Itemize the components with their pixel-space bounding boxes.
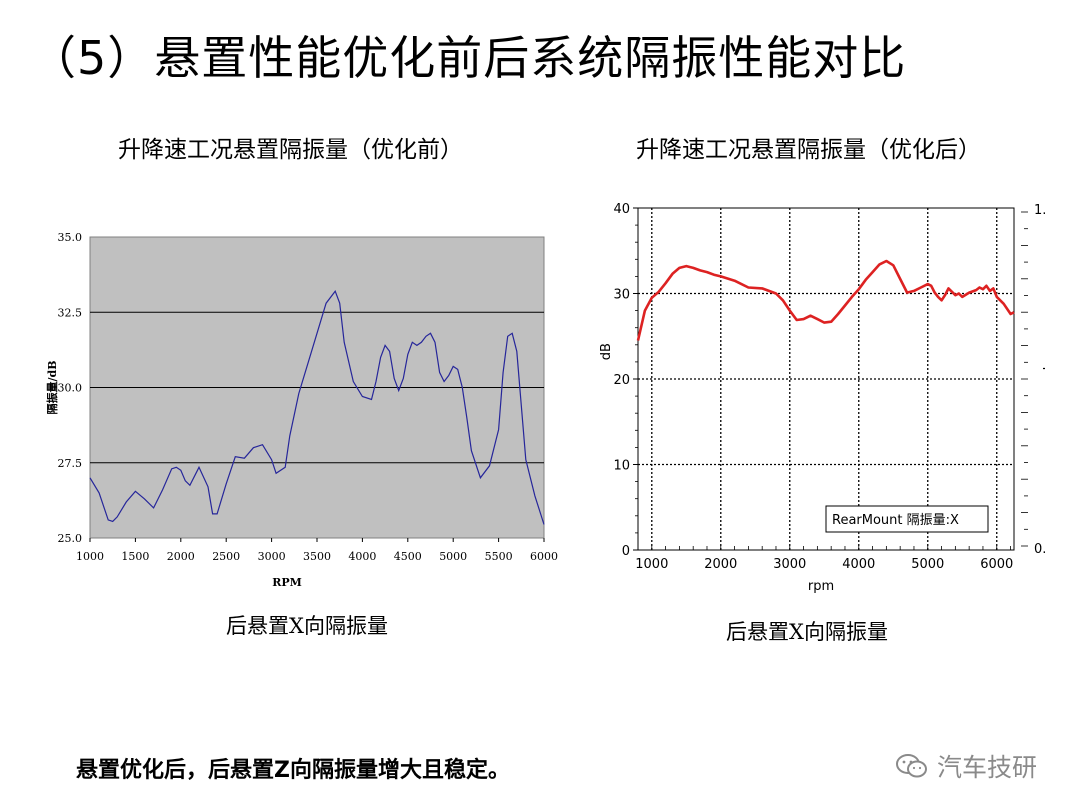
legend-label: RearMount 隔振量:X	[832, 513, 959, 528]
right-gridlines	[638, 208, 1014, 550]
x-tick-label: 5000	[439, 550, 467, 563]
left-chart-title: 升降速工况悬置隔振量（优化前）	[118, 137, 463, 163]
right-chart: 0 10 20 30 40 1000 2000 3000 4000 5000 6000 1.00 0…	[599, 202, 1045, 594]
y-tick-label: 0	[622, 544, 630, 559]
right-secondary-axis-title: amplitude	[1042, 346, 1045, 412]
y-tick-label: 27.5	[58, 457, 83, 470]
y-tick-label: 40	[613, 202, 630, 217]
x-tick-label: 3500	[303, 550, 331, 563]
left-chart-caption: 后悬置X向隔振量	[226, 614, 388, 638]
secondary-tick-label: 1.00	[1034, 203, 1045, 218]
y-tick-label: 25.0	[58, 532, 83, 545]
right-x-tick-labels: 1000 2000 3000 4000 5000 6000	[635, 546, 1013, 572]
right-chart-caption: 后悬置X向隔振量	[726, 620, 888, 644]
secondary-tick-label: 0.00	[1034, 542, 1045, 557]
right-legend: RearMount 隔振量:X	[825, 505, 989, 533]
left-x-axis-label: RPM	[272, 576, 302, 589]
x-tick-label: 3000	[773, 557, 806, 572]
watermark-text: 汽车技研	[937, 753, 1038, 782]
right-y-tick-labels: 0 10 20 30 40	[613, 202, 638, 559]
legend-box	[825, 505, 989, 533]
y-tick-label: 30	[613, 288, 630, 303]
y-tick-label: 35.0	[58, 231, 83, 244]
right-x-axis-label: rpm	[808, 579, 834, 594]
right-chart-title: 升降速工况悬置隔振量（优化后）	[636, 137, 981, 163]
wechat-icon	[896, 754, 927, 778]
x-tick-label: 6000	[530, 550, 558, 563]
x-tick-label: 2500	[212, 550, 240, 563]
left-y-axis-label: 隔振量/dB	[45, 360, 59, 414]
y-tick-label: 30.0	[58, 382, 83, 395]
x-tick-label: 5500	[485, 550, 513, 563]
y-tick-label: 10	[613, 459, 630, 474]
right-y-axis-label: dB	[599, 343, 614, 360]
x-tick-label: 2000	[167, 550, 195, 563]
right-series-line	[636, 259, 1015, 341]
watermark: 汽车技研	[895, 748, 1037, 784]
x-tick-label: 5000	[911, 557, 944, 572]
y-tick-label: 20	[613, 373, 630, 388]
left-chart: 25.0 27.5 30.0 32.5 35.0 1000 1500 2000 2500 300…	[45, 231, 558, 589]
x-tick-label: 6000	[980, 557, 1013, 572]
x-tick-label: 4500	[394, 550, 422, 563]
left-y-tick-labels: 25.0 27.5 30.0 32.5 35.0	[58, 231, 83, 545]
x-tick-label: 4000	[348, 550, 376, 563]
x-tick-label: 1500	[121, 550, 149, 563]
footer-note: 悬置优化后，后悬置Z向隔振量增大且稳定。	[76, 758, 510, 783]
x-tick-label: 4000	[842, 557, 875, 572]
slide-title: （5）悬置性能优化前后系统隔振性能对比	[30, 31, 907, 85]
x-tick-label: 2000	[704, 557, 737, 572]
right-secondary-axis: 1.00 0.00	[1021, 203, 1045, 557]
x-tick-label: 1000	[635, 557, 668, 572]
x-tick-label: 3000	[258, 550, 286, 563]
y-tick-label: 32.5	[58, 306, 83, 319]
left-series-line	[89, 289, 545, 525]
x-tick-label: 1000	[76, 550, 104, 563]
left-x-tick-labels: 1000 1500 2000 2500 3000 3500 4000 4500 5000 5500…	[76, 538, 558, 563]
left-gridlines	[90, 311, 544, 464]
